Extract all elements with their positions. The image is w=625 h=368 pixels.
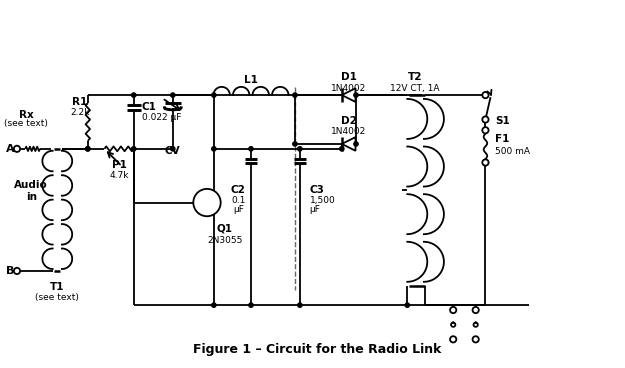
Circle shape	[482, 116, 489, 123]
Circle shape	[354, 142, 358, 146]
Text: 2.2k: 2.2k	[70, 107, 89, 117]
Circle shape	[86, 147, 90, 151]
Text: 0.022 μF: 0.022 μF	[141, 113, 181, 121]
Circle shape	[472, 336, 479, 343]
Circle shape	[14, 146, 20, 152]
Circle shape	[212, 93, 216, 97]
Text: 4.7k: 4.7k	[109, 171, 129, 180]
Text: 12V CT, 1A: 12V CT, 1A	[391, 84, 440, 93]
Text: L1: L1	[244, 75, 258, 85]
Polygon shape	[342, 137, 356, 151]
Text: B: B	[6, 266, 14, 276]
Circle shape	[482, 92, 489, 98]
Circle shape	[292, 142, 297, 146]
Text: in: in	[26, 192, 37, 202]
Text: μF: μF	[309, 205, 321, 214]
Circle shape	[132, 147, 136, 151]
Circle shape	[482, 127, 489, 133]
Text: P1: P1	[112, 160, 126, 170]
Text: T1: T1	[50, 283, 64, 293]
Text: D1: D1	[341, 72, 357, 82]
Text: (see text): (see text)	[35, 293, 79, 302]
Circle shape	[171, 147, 175, 151]
Circle shape	[405, 303, 409, 307]
Circle shape	[193, 189, 221, 216]
Text: 2N3055: 2N3055	[207, 236, 242, 245]
Text: F1: F1	[495, 134, 509, 144]
Text: (see text): (see text)	[4, 119, 48, 128]
Text: Q1: Q1	[217, 224, 232, 234]
Circle shape	[292, 93, 297, 97]
Circle shape	[14, 268, 20, 274]
Text: CV: CV	[165, 146, 181, 156]
Circle shape	[472, 307, 479, 313]
Text: 500 mA: 500 mA	[495, 147, 530, 156]
Polygon shape	[342, 88, 356, 102]
Text: C2: C2	[231, 185, 246, 195]
Text: D2: D2	[341, 116, 357, 126]
Text: Figure 1 – Circuit for the Radio Link: Figure 1 – Circuit for the Radio Link	[192, 343, 441, 355]
Text: S1: S1	[495, 116, 510, 126]
Circle shape	[298, 147, 302, 151]
Circle shape	[132, 93, 136, 97]
Circle shape	[249, 303, 253, 307]
Circle shape	[450, 307, 456, 313]
Circle shape	[482, 159, 489, 166]
Text: 0.1: 0.1	[231, 195, 246, 205]
Text: 1,500: 1,500	[309, 195, 336, 205]
Circle shape	[354, 93, 358, 97]
Text: 1N4002: 1N4002	[331, 84, 366, 93]
Text: C1: C1	[141, 102, 156, 112]
Text: 1N4002: 1N4002	[331, 127, 366, 136]
Circle shape	[249, 147, 253, 151]
Circle shape	[212, 303, 216, 307]
Circle shape	[450, 336, 456, 343]
Circle shape	[171, 93, 175, 97]
Circle shape	[86, 147, 90, 151]
Circle shape	[339, 147, 344, 151]
Text: μF: μF	[233, 205, 244, 214]
Circle shape	[212, 147, 216, 151]
Text: Rx: Rx	[19, 110, 34, 120]
Text: C3: C3	[309, 185, 324, 195]
Circle shape	[298, 303, 302, 307]
Text: Audio: Audio	[14, 180, 48, 190]
Text: T2: T2	[408, 72, 422, 82]
Text: R1: R1	[72, 97, 88, 107]
Text: A: A	[6, 144, 14, 154]
